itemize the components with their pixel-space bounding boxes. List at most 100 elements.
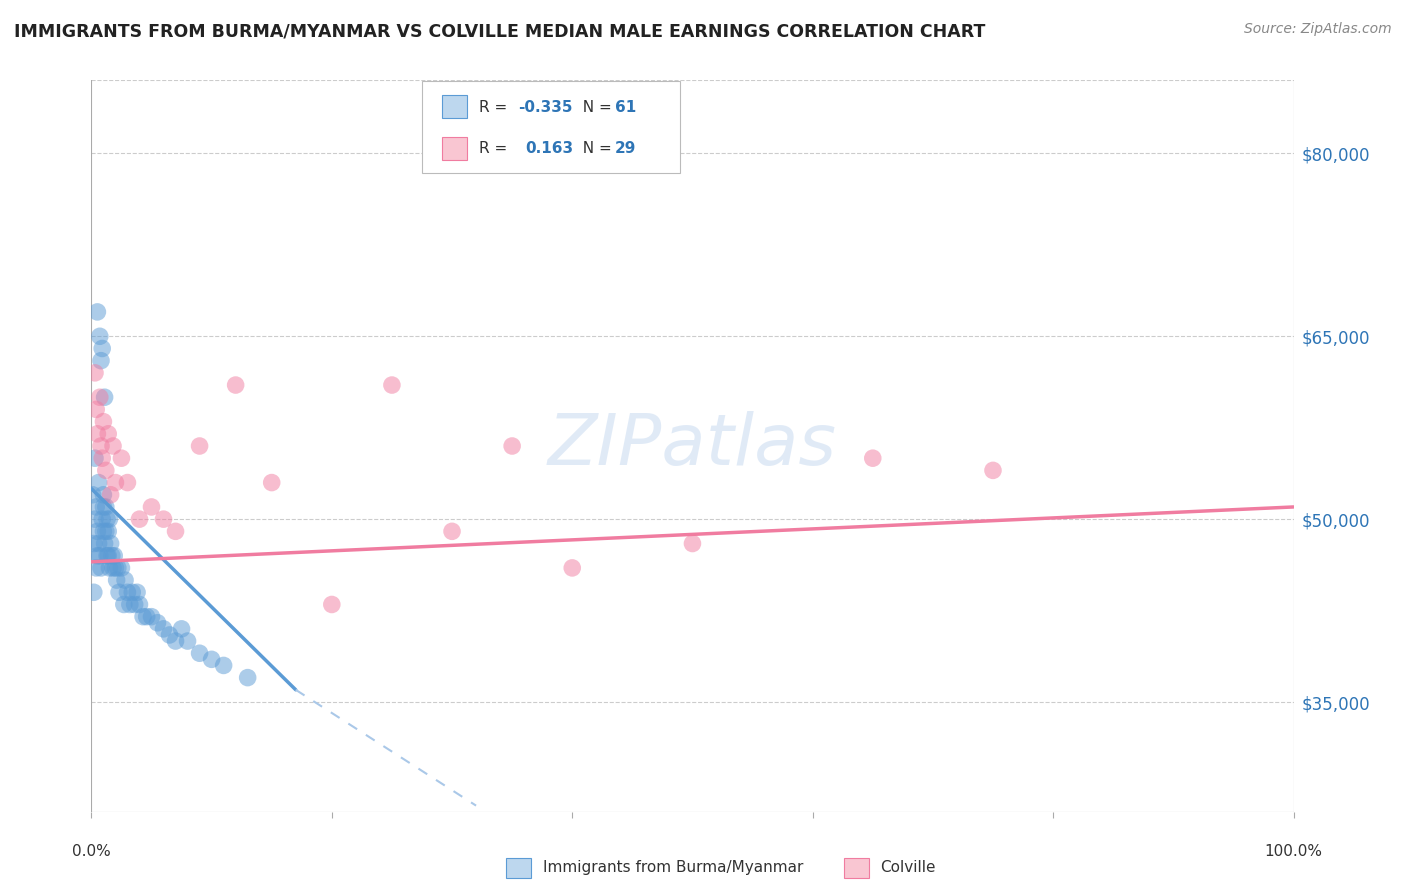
Point bbox=[93, 390, 115, 404]
Point bbox=[862, 451, 884, 466]
Point bbox=[114, 573, 136, 587]
Text: 0.0%: 0.0% bbox=[72, 845, 111, 859]
Point bbox=[260, 475, 283, 490]
Point bbox=[681, 536, 703, 550]
Text: 100.0%: 100.0% bbox=[1264, 845, 1323, 859]
Point bbox=[110, 451, 132, 466]
Point bbox=[89, 329, 111, 343]
Point bbox=[501, 439, 523, 453]
Point bbox=[82, 488, 104, 502]
Point bbox=[93, 500, 115, 514]
Point bbox=[84, 512, 107, 526]
Point bbox=[93, 524, 115, 539]
Point bbox=[188, 439, 211, 453]
Point bbox=[124, 598, 146, 612]
Point bbox=[110, 561, 132, 575]
Point bbox=[91, 512, 114, 526]
Point bbox=[97, 426, 120, 441]
Point bbox=[100, 488, 122, 502]
Point bbox=[91, 451, 114, 466]
Point bbox=[170, 622, 193, 636]
Point bbox=[117, 475, 139, 490]
Text: R =: R = bbox=[478, 100, 512, 114]
Point bbox=[125, 585, 148, 599]
Point bbox=[90, 353, 112, 368]
Point bbox=[93, 415, 115, 429]
Text: N =: N = bbox=[572, 100, 616, 114]
Point bbox=[105, 573, 128, 587]
Text: R =: R = bbox=[478, 142, 516, 156]
Point bbox=[90, 561, 112, 575]
Text: Immigrants from Burma/Myanmar: Immigrants from Burma/Myanmar bbox=[543, 860, 803, 874]
Point bbox=[84, 561, 107, 575]
Point bbox=[117, 585, 139, 599]
Point bbox=[440, 524, 463, 539]
Point bbox=[93, 488, 115, 502]
Point bbox=[141, 500, 163, 514]
Point bbox=[101, 549, 124, 563]
Point bbox=[94, 524, 117, 539]
Point bbox=[84, 402, 107, 417]
Point bbox=[90, 439, 112, 453]
Point bbox=[94, 463, 117, 477]
Point bbox=[201, 652, 224, 666]
Point bbox=[91, 342, 114, 356]
Point bbox=[100, 536, 122, 550]
Point bbox=[188, 646, 211, 660]
Point bbox=[128, 598, 150, 612]
Text: -0.335: -0.335 bbox=[517, 100, 572, 114]
Point bbox=[152, 622, 174, 636]
Point bbox=[86, 426, 108, 441]
Point bbox=[84, 451, 107, 466]
Text: Colville: Colville bbox=[880, 860, 935, 874]
Point bbox=[83, 585, 105, 599]
Point bbox=[86, 549, 108, 563]
Point bbox=[121, 585, 143, 599]
Text: 29: 29 bbox=[614, 142, 637, 156]
Text: N =: N = bbox=[572, 142, 616, 156]
Point bbox=[98, 512, 121, 526]
Point bbox=[89, 390, 111, 404]
Point bbox=[89, 549, 111, 563]
Point bbox=[101, 439, 124, 453]
Point bbox=[128, 512, 150, 526]
Point bbox=[132, 609, 155, 624]
Text: 0.163: 0.163 bbox=[524, 142, 574, 156]
Point bbox=[98, 561, 121, 575]
Point bbox=[103, 549, 125, 563]
Point bbox=[212, 658, 235, 673]
Point bbox=[86, 524, 108, 539]
Point bbox=[159, 628, 181, 642]
Point bbox=[381, 378, 404, 392]
Point bbox=[93, 536, 115, 550]
Point bbox=[152, 512, 174, 526]
Point bbox=[86, 305, 108, 319]
Text: IMMIGRANTS FROM BURMA/MYANMAR VS COLVILLE MEDIAN MALE EARNINGS CORRELATION CHART: IMMIGRANTS FROM BURMA/MYANMAR VS COLVILL… bbox=[14, 22, 986, 40]
Point bbox=[104, 561, 127, 575]
Point bbox=[108, 585, 131, 599]
Point bbox=[87, 536, 110, 550]
Point bbox=[97, 549, 120, 563]
Point bbox=[146, 615, 169, 630]
Point bbox=[165, 524, 187, 539]
Point bbox=[118, 598, 141, 612]
Point bbox=[981, 463, 1004, 477]
Point bbox=[135, 609, 157, 624]
Point bbox=[107, 561, 129, 575]
Text: ZIPatlas: ZIPatlas bbox=[548, 411, 837, 481]
Point bbox=[96, 512, 118, 526]
Point bbox=[87, 475, 110, 490]
Point bbox=[94, 500, 117, 514]
Point bbox=[561, 561, 583, 575]
Point bbox=[112, 598, 135, 612]
Point bbox=[165, 634, 187, 648]
Point bbox=[321, 598, 343, 612]
Point bbox=[97, 524, 120, 539]
Point bbox=[84, 500, 107, 514]
Text: Source: ZipAtlas.com: Source: ZipAtlas.com bbox=[1244, 22, 1392, 37]
Point bbox=[83, 536, 105, 550]
Point bbox=[141, 609, 163, 624]
Text: 61: 61 bbox=[614, 100, 637, 114]
Point bbox=[104, 475, 127, 490]
Point bbox=[236, 671, 259, 685]
